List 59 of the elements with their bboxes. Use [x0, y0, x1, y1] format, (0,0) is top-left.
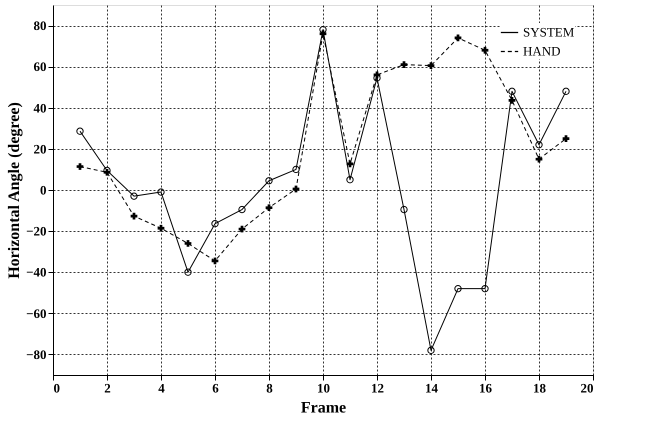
point — [265, 177, 273, 184]
point — [400, 206, 408, 214]
point — [508, 88, 516, 95]
y-tick-label: 40 — [34, 100, 46, 116]
point — [211, 220, 219, 228]
x-tick-label: 0 — [54, 380, 60, 396]
point — [266, 204, 272, 212]
point — [319, 26, 327, 34]
point — [76, 128, 84, 135]
y-tick-label: 60 — [34, 59, 46, 74]
y-tick-label: 80 — [34, 18, 46, 34]
y-tick-label: −60 — [26, 306, 46, 321]
point — [562, 135, 570, 142]
legend-label: HAND — [523, 44, 561, 58]
point — [454, 34, 462, 42]
x-tick-label: 2 — [104, 380, 111, 396]
legend-label: SYSTEM — [523, 24, 575, 40]
y-tick-label: −40 — [26, 264, 46, 280]
x-tick-label: 16 — [479, 380, 492, 396]
point — [157, 188, 165, 196]
point — [428, 62, 434, 69]
point — [130, 192, 138, 200]
point — [238, 206, 246, 214]
x-tick-label: 4 — [158, 380, 166, 396]
point — [508, 97, 516, 104]
point — [374, 72, 380, 78]
point — [184, 240, 192, 247]
point — [536, 156, 542, 163]
y-tick-label: 0 — [40, 182, 46, 198]
point — [482, 46, 488, 54]
y-axis-title: Horizontal Angle (degree) — [6, 102, 24, 279]
point — [427, 346, 435, 354]
point — [158, 224, 164, 232]
x-axis-title: Frame — [300, 400, 346, 416]
point — [292, 186, 300, 192]
x-tick-label: 6 — [212, 380, 220, 396]
point — [292, 166, 300, 174]
point — [212, 258, 218, 264]
point — [346, 176, 354, 184]
point — [400, 61, 408, 68]
y-tick-label: −80 — [26, 346, 46, 362]
x-tick-label: 14 — [425, 380, 438, 396]
x-tick-label: 8 — [266, 380, 274, 396]
x-tick-label: 20 — [580, 380, 594, 396]
point — [320, 30, 326, 38]
x-tick-label: 12 — [371, 380, 384, 396]
point — [346, 160, 354, 168]
point — [562, 88, 570, 95]
x-tick-label: 18 — [533, 380, 546, 396]
point — [76, 163, 84, 170]
point — [481, 285, 489, 292]
y-tick-label: 20 — [34, 141, 46, 156]
point — [535, 141, 543, 148]
x-tick-label: 10 — [317, 380, 330, 396]
point — [454, 285, 462, 292]
point — [130, 212, 138, 220]
point — [238, 226, 246, 232]
point — [184, 268, 192, 276]
y-tick-label: −20 — [26, 224, 46, 239]
